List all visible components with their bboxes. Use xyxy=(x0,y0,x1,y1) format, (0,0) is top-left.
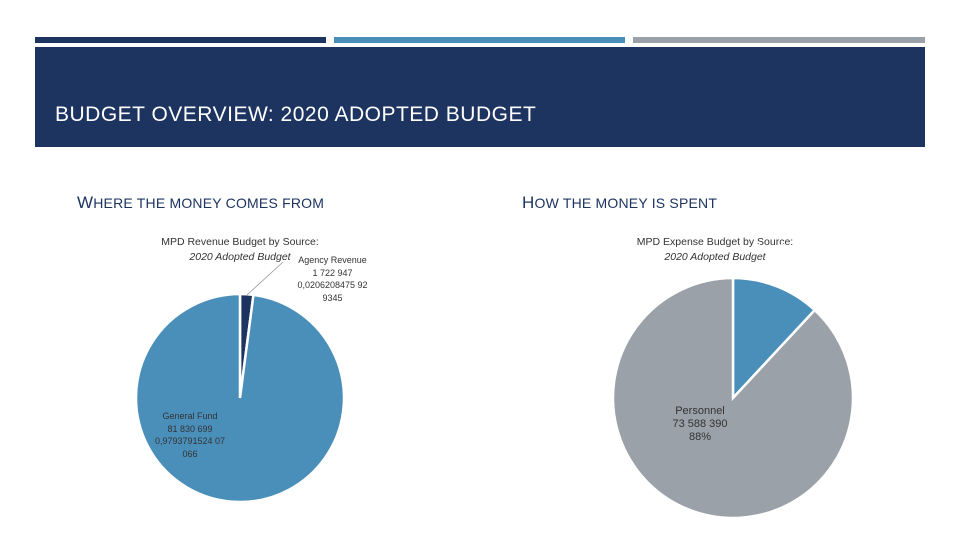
expense-chart-title-line2: 2020 Adopted Budget xyxy=(664,251,766,263)
expense-section-heading: How the Money is Spent xyxy=(522,193,718,212)
accent-bar-gray xyxy=(633,37,925,43)
non-personnel-label: Non-Personnel 9 965 256 12% xyxy=(745,241,840,286)
accent-bar-navy xyxy=(35,37,326,43)
personnel-slice xyxy=(611,276,855,520)
expense-pie-chart xyxy=(611,276,855,520)
general-fund-slice xyxy=(134,292,346,504)
agency-revenue-name: Agency Revenue xyxy=(298,255,367,265)
revenue-chart-title-line1: MPD Revenue Budget by Source: xyxy=(161,236,319,248)
slide-title: BUDGET OVERVIEW: 2020 ADOPTED BUDGET xyxy=(55,103,537,126)
agency-revenue-label: Agency Revenue 1 722 947 0,0206208475 92… xyxy=(280,254,385,304)
revenue-section-heading: Where the Money Comes From xyxy=(77,193,325,212)
personnel-pct: 88% xyxy=(688,431,712,443)
expense-chart-title-line1: MPD Expense Budget by Source: xyxy=(636,236,794,248)
general-fund-share: 0,9793791524 07 xyxy=(154,436,226,446)
general-fund-name: General Fund xyxy=(162,411,218,421)
expense-chart-title: MPD Expense Budget by Source: 2020 Adopt… xyxy=(620,235,810,265)
non-personnel-value: 9 965 256 xyxy=(769,257,816,269)
general-fund-value: 81 830 699 xyxy=(167,423,213,434)
agency-revenue-value: 1 722 947 xyxy=(312,267,353,278)
non-personnel-name: Non-Personnel xyxy=(757,242,828,254)
non-personnel-slice xyxy=(731,276,817,402)
agency-revenue-leader-line xyxy=(246,261,284,296)
general-fund-label: General Fund 81 830 699 0,9793791524 07 … xyxy=(140,410,240,460)
agency-revenue-share-cont: 9345 xyxy=(322,292,343,303)
agency-revenue-share: 0,0206208475 92 xyxy=(297,280,368,290)
personnel-label: Personnel 73 588 390 88% xyxy=(660,405,740,444)
title-banner: BUDGET OVERVIEW: 2020 ADOPTED BUDGET xyxy=(35,47,925,147)
revenue-chart-title-line2: 2020 Adopted Budget xyxy=(189,251,291,263)
revenue-chart-title: MPD Revenue Budget by Source: 2020 Adopt… xyxy=(140,235,340,265)
personnel-value: 73 588 390 xyxy=(672,418,728,430)
revenue-pie-chart xyxy=(134,292,346,504)
general-fund-share-cont: 066 xyxy=(182,448,198,459)
accent-bar-blue xyxy=(334,37,625,43)
non-personnel-pct: 12% xyxy=(781,272,803,284)
personnel-name: Personnel xyxy=(675,405,725,417)
